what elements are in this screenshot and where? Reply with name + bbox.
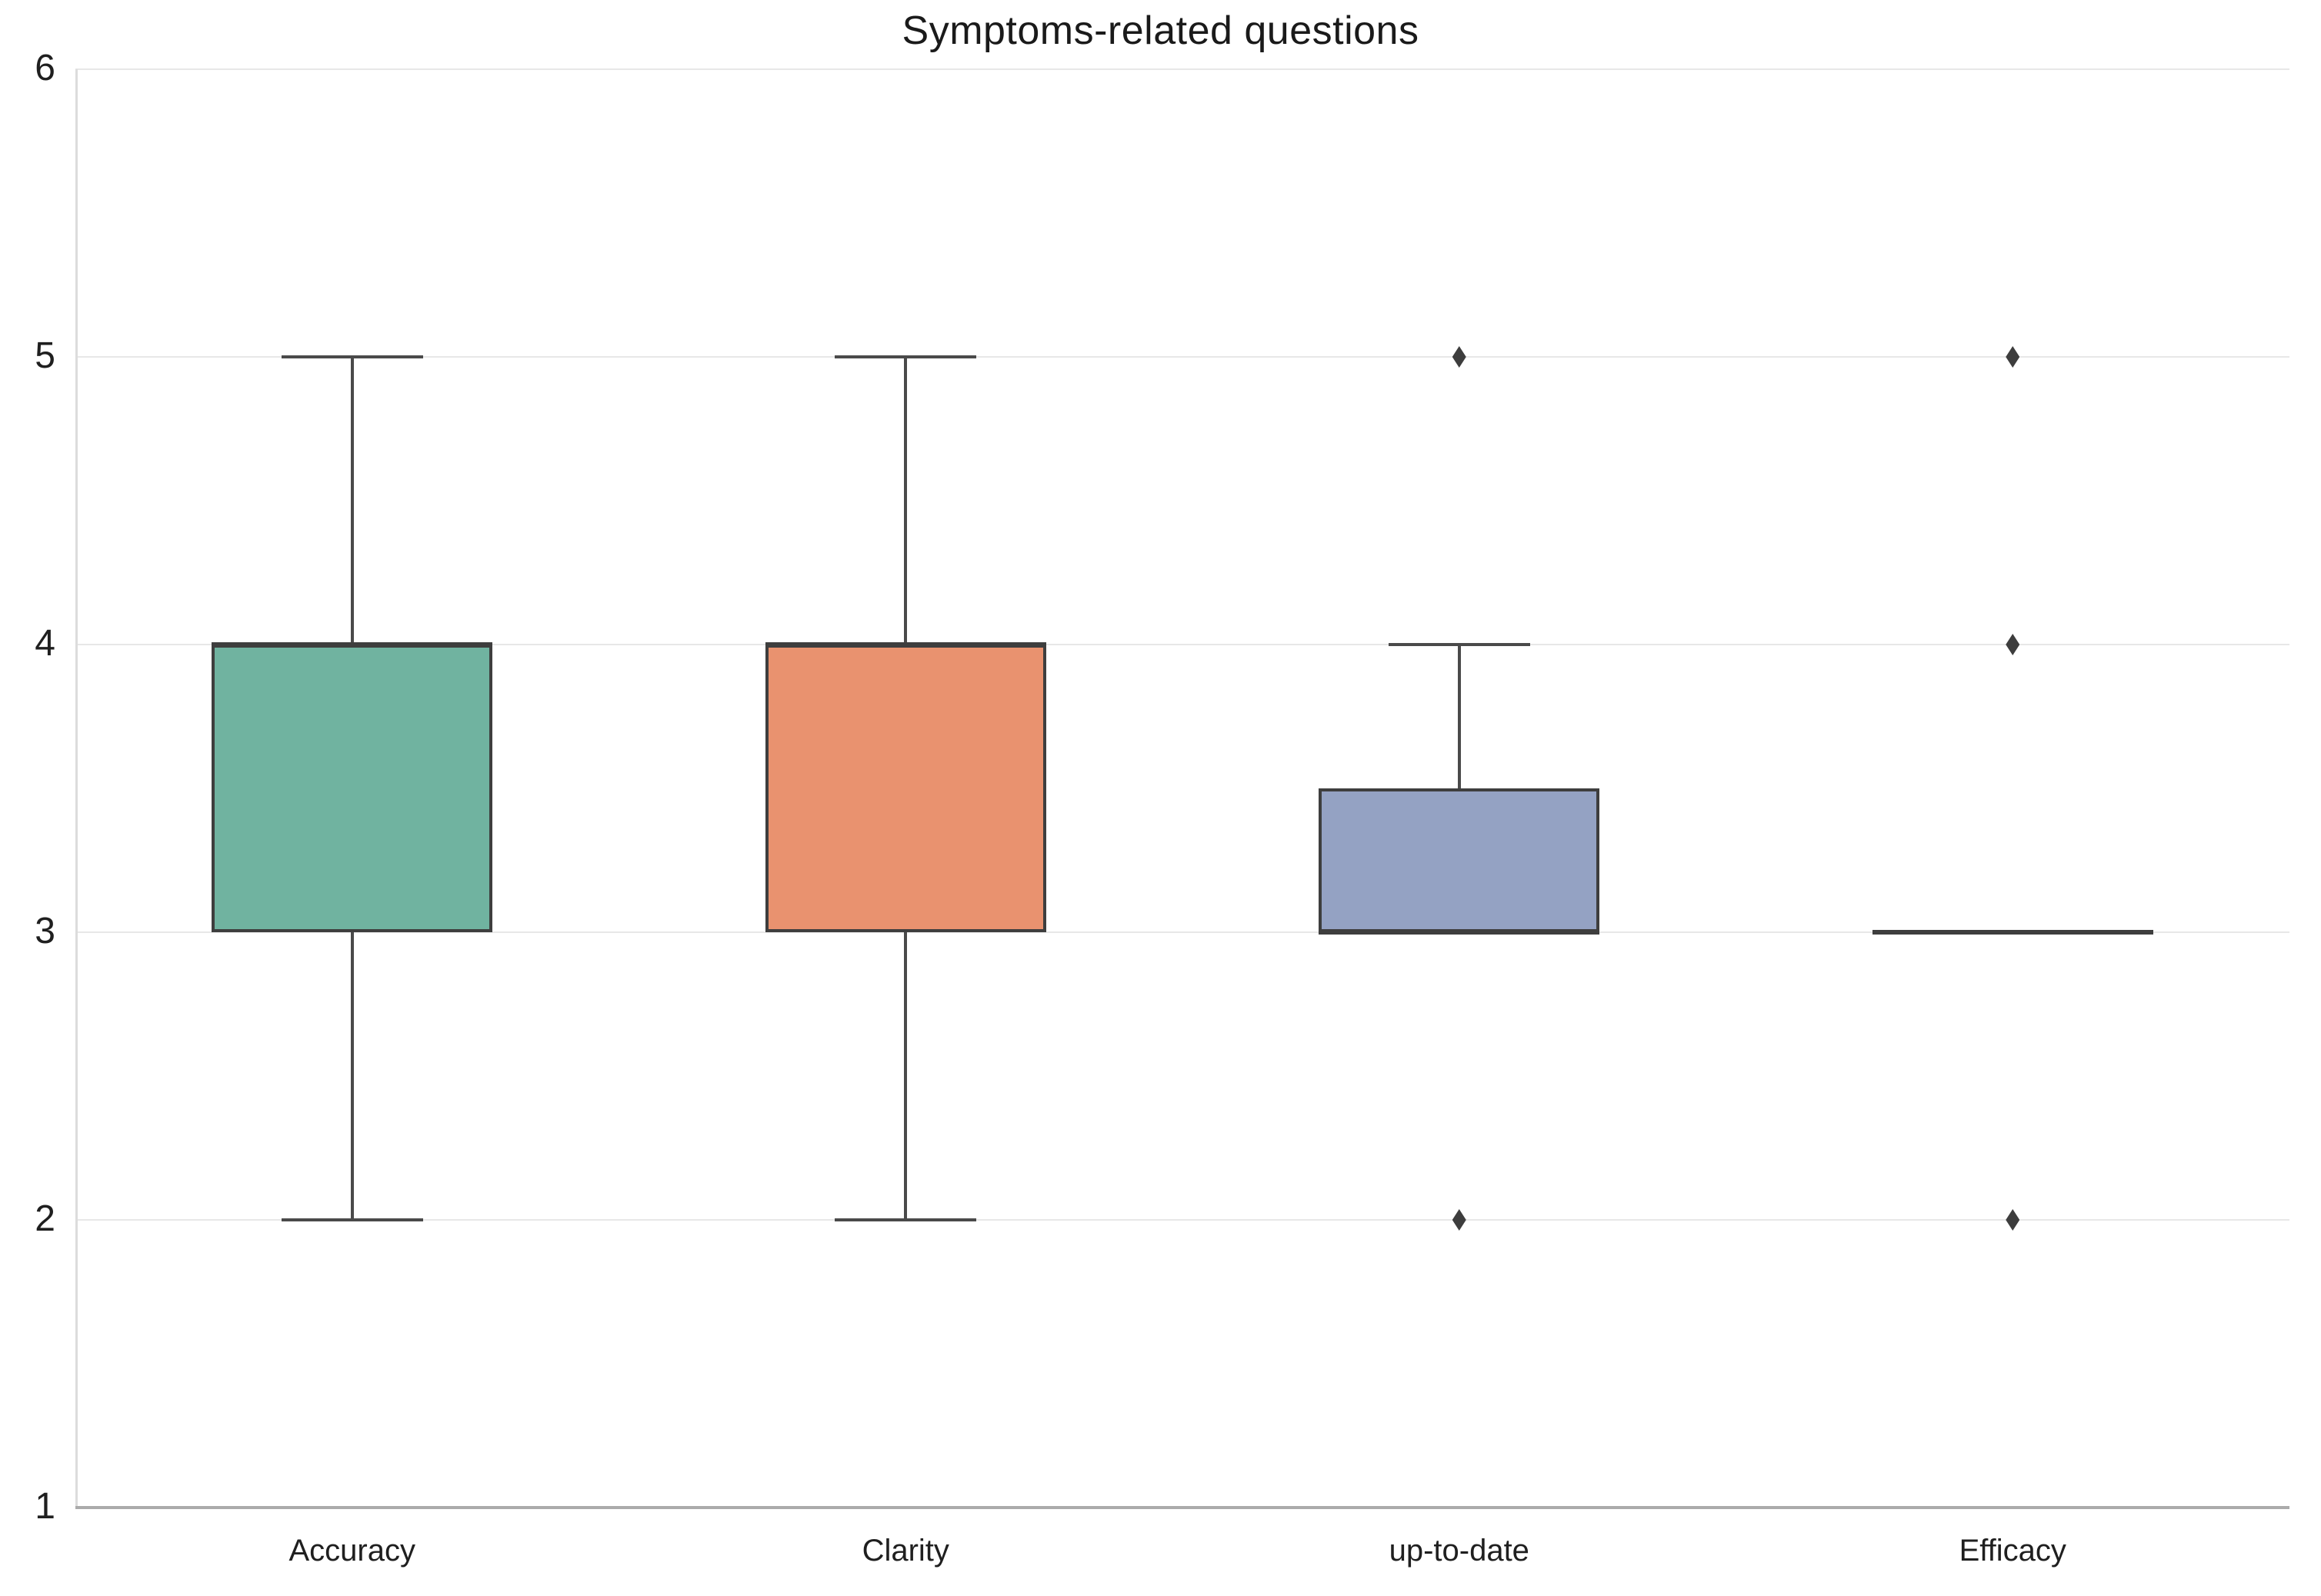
median-clarity [765,642,1046,647]
box-accuracy [212,645,493,932]
median-up-to-date [1319,930,1600,935]
gridline-y-2 [75,1219,2289,1221]
x-tick-label-clarity: Clarity [862,1534,949,1568]
y-tick-label-6: 6 [35,48,55,88]
whisker-upper-accuracy [350,357,354,645]
median-efficacy [1872,930,2153,935]
gridline-y-5 [75,356,2289,358]
whisker-cap-upper-accuracy [281,355,423,358]
box-up-to-date [1319,788,1600,932]
y-tick-label-5: 5 [35,335,55,376]
outlier-diamond-icon-efficacy-4 [2006,634,2020,655]
x-tick-label-up-to-date: up-to-date [1389,1534,1529,1568]
x-tick-label-efficacy: Efficacy [1959,1534,2066,1568]
gridline-y-6 [75,68,2289,70]
gridline-y-3 [75,931,2289,933]
y-tick-label-1: 1 [35,1486,55,1527]
gridline-y-4 [75,644,2289,645]
chart-title: Symptoms-related questions [902,8,1419,53]
x-axis-line [75,1506,2289,1509]
y-axis-line [75,69,78,1508]
outlier-diamond-icon-up-to-date-2 [1452,1209,1466,1231]
whisker-upper-clarity [904,357,908,645]
median-accuracy [212,642,493,647]
box-clarity [765,645,1046,932]
whisker-lower-clarity [904,932,908,1220]
outlier-diamond-icon-efficacy-2 [2006,1209,2020,1231]
y-tick-label-2: 2 [35,1198,55,1239]
whisker-lower-accuracy [350,932,354,1220]
whisker-cap-lower-accuracy [281,1218,423,1221]
whisker-cap-upper-up-to-date [1388,643,1530,646]
whisker-cap-upper-clarity [835,355,977,358]
y-tick-label-4: 4 [35,623,55,664]
x-tick-label-accuracy: Accuracy [288,1534,416,1568]
y-tick-label-3: 3 [35,911,55,951]
whisker-upper-up-to-date [1457,645,1461,788]
outlier-diamond-icon-efficacy-5 [2006,346,2020,368]
outlier-diamond-icon-up-to-date-5 [1452,346,1466,368]
whisker-cap-lower-clarity [835,1218,977,1221]
